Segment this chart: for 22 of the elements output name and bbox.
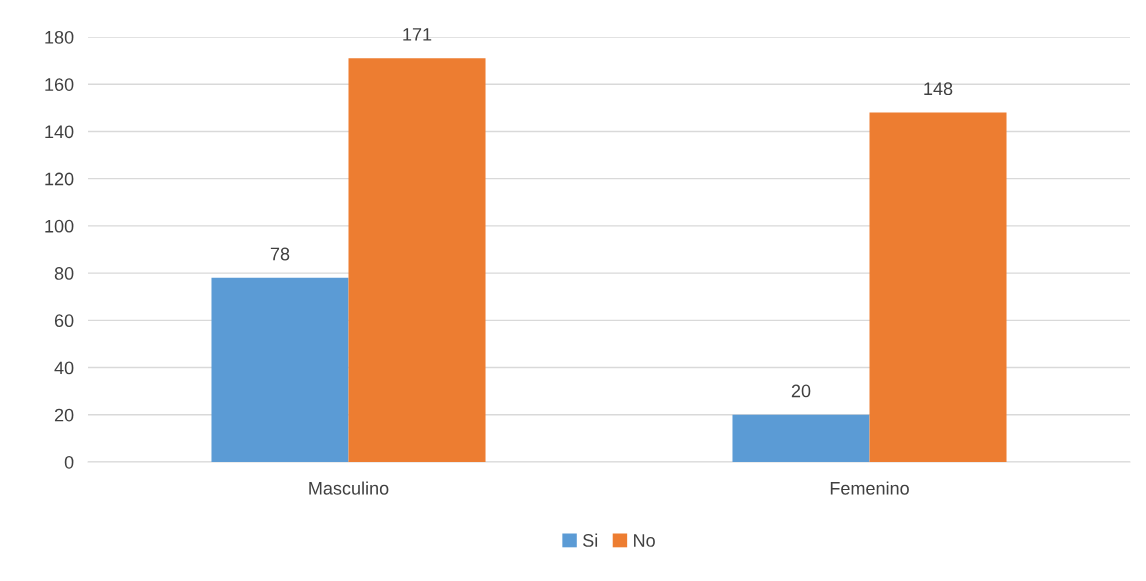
bar <box>348 58 486 462</box>
y-tick-label: 120 <box>45 172 74 186</box>
legend-label: No <box>634 534 655 547</box>
data-label: 171 <box>403 28 432 41</box>
y-tick-label: 140 <box>45 125 74 139</box>
data-label: 20 <box>791 384 811 398</box>
x-tick-label: Femenino <box>830 481 909 495</box>
y-tick-label: 100 <box>45 219 74 233</box>
x-tick-label: Masculino <box>309 481 389 495</box>
data-label: 148 <box>924 82 953 96</box>
bar <box>211 277 349 462</box>
legend-label: Si <box>583 533 598 547</box>
y-tick-label: 160 <box>45 78 74 91</box>
y-tick-label: 40 <box>54 361 74 375</box>
bar <box>732 414 870 462</box>
y-tick-label: 20 <box>54 408 74 422</box>
y-tick-label: 80 <box>54 267 74 280</box>
y-tick-label: 60 <box>54 314 74 328</box>
y-tick-label: 0 <box>64 455 74 469</box>
y-tick-label: 180 <box>45 30 74 44</box>
bar <box>869 112 1007 462</box>
data-label: 78 <box>270 247 290 261</box>
